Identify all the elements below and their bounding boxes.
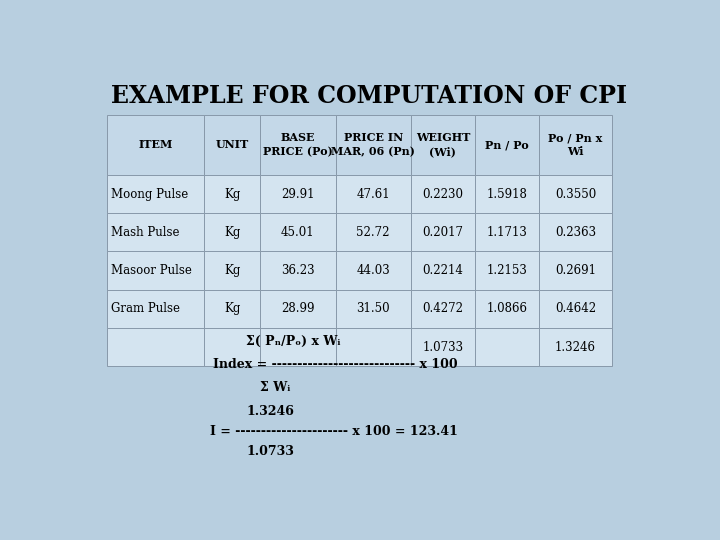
Text: Pn / Po: Pn / Po: [485, 139, 529, 150]
Text: Moong Pulse: Moong Pulse: [111, 187, 189, 201]
Bar: [260, 114, 336, 175]
Text: 1.0733: 1.0733: [423, 341, 464, 354]
Text: 1.0866: 1.0866: [487, 302, 528, 315]
Text: 1.3246: 1.3246: [246, 406, 294, 419]
Text: WEIGHT
(Wi): WEIGHT (Wi): [415, 132, 470, 158]
Bar: [107, 290, 204, 328]
Text: Gram Pulse: Gram Pulse: [111, 302, 180, 315]
Bar: [107, 114, 204, 175]
Text: 1.3246: 1.3246: [555, 341, 596, 354]
Bar: [411, 252, 475, 290]
Bar: [204, 290, 260, 328]
Text: Po / Pn x
Wi: Po / Pn x Wi: [549, 132, 603, 158]
Bar: [107, 213, 204, 252]
Text: Kg: Kg: [224, 302, 240, 315]
Bar: [539, 213, 612, 252]
Text: 0.4642: 0.4642: [555, 302, 596, 315]
Bar: [260, 290, 336, 328]
Bar: [411, 213, 475, 252]
Text: 1.0733: 1.0733: [246, 446, 294, 458]
Bar: [411, 175, 475, 213]
Bar: [260, 328, 336, 366]
Text: 0.4272: 0.4272: [423, 302, 464, 315]
Text: 1.1713: 1.1713: [487, 226, 528, 239]
Text: 0.2363: 0.2363: [555, 226, 596, 239]
Text: 29.91: 29.91: [281, 187, 315, 201]
Bar: [107, 328, 204, 366]
Text: 52.72: 52.72: [356, 226, 390, 239]
Bar: [260, 252, 336, 290]
Text: Σ Wᵢ: Σ Wᵢ: [260, 381, 290, 394]
Bar: [336, 175, 411, 213]
Text: Index = ---------------------------- x 100: Index = ---------------------------- x 1…: [213, 357, 457, 370]
Bar: [336, 252, 411, 290]
Bar: [475, 114, 539, 175]
Bar: [204, 213, 260, 252]
Text: 44.03: 44.03: [356, 264, 390, 277]
Text: Kg: Kg: [224, 187, 240, 201]
Bar: [260, 175, 336, 213]
Bar: [539, 175, 612, 213]
Bar: [475, 175, 539, 213]
Text: 28.99: 28.99: [281, 302, 315, 315]
Text: Kg: Kg: [224, 226, 240, 239]
Bar: [411, 290, 475, 328]
Bar: [204, 252, 260, 290]
Bar: [336, 328, 411, 366]
Text: 1.5918: 1.5918: [487, 187, 528, 201]
Text: 0.3550: 0.3550: [555, 187, 596, 201]
Bar: [260, 213, 336, 252]
Bar: [411, 328, 475, 366]
Bar: [475, 213, 539, 252]
Text: 36.23: 36.23: [281, 264, 315, 277]
Bar: [107, 175, 204, 213]
Bar: [204, 175, 260, 213]
Text: 31.50: 31.50: [356, 302, 390, 315]
Text: EXAMPLE FOR COMPUTATION OF CPI: EXAMPLE FOR COMPUTATION OF CPI: [111, 84, 627, 107]
Bar: [475, 328, 539, 366]
Bar: [411, 114, 475, 175]
Text: Mash Pulse: Mash Pulse: [111, 226, 180, 239]
Bar: [475, 252, 539, 290]
Bar: [539, 252, 612, 290]
Text: 45.01: 45.01: [281, 226, 315, 239]
Text: Kg: Kg: [224, 264, 240, 277]
Bar: [336, 213, 411, 252]
Bar: [539, 114, 612, 175]
Text: ITEM: ITEM: [138, 139, 173, 150]
Text: Masoor Pulse: Masoor Pulse: [111, 264, 192, 277]
Text: I = ---------------------- x 100 = 123.41: I = ---------------------- x 100 = 123.4…: [210, 426, 458, 438]
Text: Σ( Pₙ/Pₒ) x Wᵢ: Σ( Pₙ/Pₒ) x Wᵢ: [246, 335, 341, 348]
Text: 0.2017: 0.2017: [423, 226, 464, 239]
Text: 0.2214: 0.2214: [423, 264, 464, 277]
Bar: [475, 290, 539, 328]
Text: 47.61: 47.61: [356, 187, 390, 201]
Text: PRICE IN
MAR, 06 (Pn): PRICE IN MAR, 06 (Pn): [331, 132, 415, 158]
Text: BASE
PRICE (Po): BASE PRICE (Po): [263, 132, 333, 158]
Text: UNIT: UNIT: [216, 139, 249, 150]
Bar: [204, 114, 260, 175]
Text: 1.2153: 1.2153: [487, 264, 528, 277]
Bar: [107, 252, 204, 290]
Bar: [204, 328, 260, 366]
Text: 0.2691: 0.2691: [555, 264, 596, 277]
Text: 0.2230: 0.2230: [423, 187, 464, 201]
Bar: [336, 290, 411, 328]
Bar: [336, 114, 411, 175]
Bar: [539, 328, 612, 366]
Bar: [539, 290, 612, 328]
